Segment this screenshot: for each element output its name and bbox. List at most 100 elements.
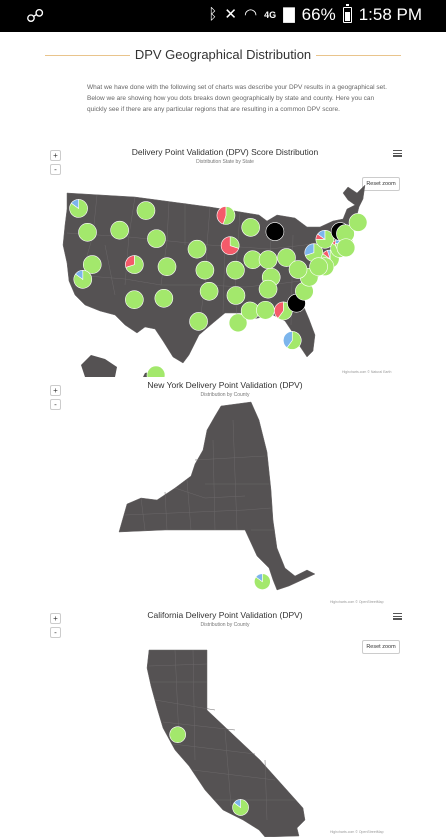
- state-pie[interactable]: [228, 313, 248, 333]
- battery-percent: 66%: [301, 5, 336, 24]
- ny-chart: + - New York Delivery Point Validation (…: [45, 380, 405, 607]
- intro-text: What we have done with the following set…: [87, 84, 387, 113]
- battery-icon: [342, 4, 352, 23]
- pie-slice: [75, 270, 84, 280]
- state-pie[interactable]: [82, 255, 102, 274]
- state-pie[interactable]: [277, 248, 296, 267]
- state-pie[interactable]: [220, 236, 240, 255]
- state-pie[interactable]: [195, 260, 215, 280]
- state-pie[interactable]: [147, 229, 166, 248]
- chart-title: California Delivery Point Validation (DP…: [147, 610, 303, 620]
- state-pie[interactable]: [226, 260, 245, 280]
- state-pie[interactable]: [348, 213, 368, 232]
- county-pie[interactable]: [232, 799, 249, 816]
- state-pie[interactable]: [258, 250, 278, 269]
- section-header: DPV Geographical Distribution: [0, 40, 446, 64]
- pie-slice: [226, 260, 245, 280]
- pie-slice: [199, 281, 219, 301]
- state-pie[interactable]: [336, 238, 356, 258]
- chart-menu-icon[interactable]: [393, 613, 402, 620]
- state-pie[interactable]: [110, 220, 129, 240]
- state-pie[interactable]: [187, 239, 207, 259]
- pie-slice: [286, 331, 302, 350]
- state-pie[interactable]: [73, 270, 93, 289]
- pie-slice: [195, 260, 215, 280]
- pie-slice: [70, 199, 79, 210]
- pie-slice: [169, 726, 186, 743]
- state-pie[interactable]: [125, 255, 144, 274]
- ca-pie-layer: [169, 726, 249, 816]
- pie-slice: [125, 255, 135, 268]
- county-borders: [148, 649, 295, 821]
- chart-title: Delivery Point Validation (DPV) Score Di…: [131, 147, 319, 157]
- page: DPV Geographical Distribution What we ha…: [0, 32, 446, 837]
- state-pie[interactable]: [136, 201, 156, 220]
- pie-slice: [220, 236, 240, 255]
- pie-slice: [110, 220, 129, 240]
- link-icon: ☍: [26, 6, 45, 26]
- state-pie[interactable]: [309, 257, 328, 277]
- state-pie[interactable]: [199, 281, 219, 301]
- state-pie[interactable]: [216, 206, 236, 225]
- pie-slice: [265, 222, 285, 241]
- state-pie[interactable]: [282, 331, 302, 350]
- pie-slice: [154, 289, 174, 308]
- pie-slice: [277, 248, 296, 267]
- chart-credits: Highcharts.com © Natural Earth: [342, 370, 392, 374]
- zoom-in-button[interactable]: +: [50, 613, 61, 624]
- pie-slice: [189, 312, 208, 331]
- reset-zoom-button[interactable]: Reset zoom: [362, 177, 400, 191]
- pie-slice: [187, 239, 207, 259]
- reset-zoom-button[interactable]: Reset zoom: [362, 640, 400, 654]
- pie-slice: [256, 300, 275, 320]
- zoom-in-button[interactable]: +: [50, 385, 61, 396]
- chart-subtitle: Distribution by County: [200, 622, 250, 628]
- pie-slice: [241, 218, 260, 237]
- state-pie[interactable]: [146, 365, 166, 377]
- ca-chart: + - California Delivery Point Validation…: [45, 610, 405, 837]
- divider-left: [45, 55, 130, 56]
- state-pie[interactable]: [78, 223, 97, 242]
- chart-subtitle: Distribution by County: [200, 392, 250, 398]
- state-pie[interactable]: [189, 312, 208, 331]
- status-bar: ☍ ᛒ ✕ ◠ 4G ▇ 66% 1:58 PM: [0, 0, 446, 32]
- pie-slice: [146, 365, 166, 377]
- state-pie[interactable]: [265, 222, 285, 241]
- state-pie[interactable]: [241, 218, 260, 237]
- bluetooth-icon: ᛒ: [208, 6, 218, 23]
- county-pie[interactable]: [254, 573, 271, 590]
- state-pie[interactable]: [125, 290, 144, 310]
- pie-slice: [258, 279, 278, 299]
- county-borders: [124, 419, 275, 531]
- state-pie[interactable]: [69, 199, 88, 218]
- state-pie[interactable]: [154, 289, 174, 308]
- pie-slice: [336, 238, 356, 258]
- pie-slice: [317, 230, 326, 240]
- state-pie[interactable]: [226, 286, 246, 305]
- zoom-out-button[interactable]: -: [50, 164, 61, 175]
- zoom-in-button[interactable]: +: [50, 150, 61, 161]
- clock: 1:58 PM: [358, 5, 422, 24]
- divider-right: [316, 55, 401, 56]
- pie-slice: [233, 799, 241, 809]
- usa-chart: + - Delivery Point Validation (DPV) Scor…: [45, 145, 405, 377]
- state-pie[interactable]: [256, 300, 275, 320]
- pie-slice: [274, 301, 284, 319]
- chart-credits: Highcharts.com © OpenStreetMap: [330, 830, 384, 834]
- state-pie[interactable]: [258, 279, 278, 299]
- pie-slice: [216, 206, 227, 225]
- ny-pie-layer: [254, 573, 271, 590]
- chart-menu-icon[interactable]: [393, 150, 402, 157]
- state-pie[interactable]: [157, 257, 177, 277]
- county-pie[interactable]: [169, 726, 186, 743]
- alaska-shape: [81, 355, 117, 377]
- wifi-icon: ◠: [244, 6, 258, 23]
- pie-slice: [255, 573, 263, 583]
- state-pie[interactable]: [288, 260, 308, 279]
- zoom-out-button[interactable]: -: [50, 399, 61, 410]
- pie-slice: [147, 229, 166, 248]
- ny-map-svg: [118, 401, 316, 591]
- pie-slice: [304, 243, 315, 256]
- pie-slice: [78, 223, 97, 242]
- zoom-out-button[interactable]: -: [50, 627, 61, 638]
